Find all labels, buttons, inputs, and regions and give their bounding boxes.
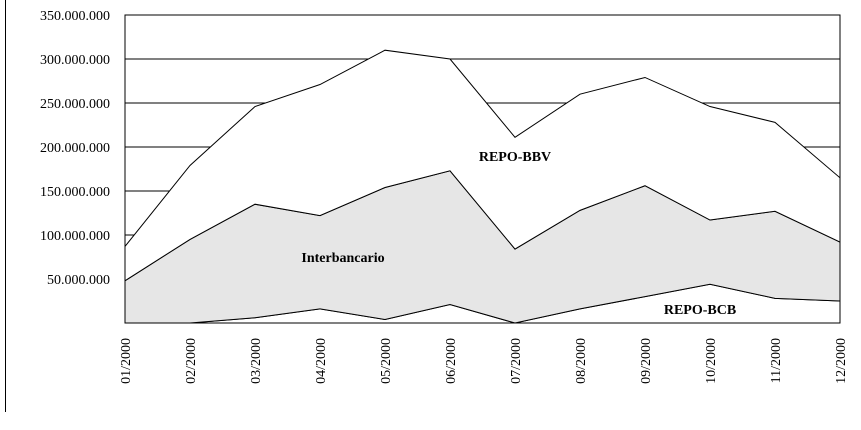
x-tick-label: 04/2000 bbox=[314, 338, 329, 384]
y-tick-label: 250.000.000 bbox=[40, 97, 110, 112]
series-label: REPO-BBV bbox=[479, 150, 551, 165]
y-tick-label: 150.000.000 bbox=[40, 185, 110, 200]
y-tick-label: 200.000.000 bbox=[40, 141, 110, 156]
x-tick-label: 05/2000 bbox=[379, 338, 394, 384]
x-tick-label: 07/2000 bbox=[509, 338, 524, 384]
series-label: Interbancario bbox=[301, 251, 384, 266]
y-tick-label: 100.000.000 bbox=[40, 229, 110, 244]
y-tick-label: 350.000.000 bbox=[40, 9, 110, 24]
x-tick-label: 09/2000 bbox=[639, 338, 654, 384]
x-tick-label: 02/2000 bbox=[184, 338, 199, 384]
series-label: REPO-BCB bbox=[664, 303, 736, 318]
x-tick-label: 08/2000 bbox=[574, 338, 589, 384]
x-tick-label: 06/2000 bbox=[444, 338, 459, 384]
x-tick-label: 10/2000 bbox=[704, 338, 719, 384]
x-tick-label: 01/2000 bbox=[119, 338, 134, 384]
x-tick-label: 11/2000 bbox=[769, 338, 784, 383]
x-tick-label: 03/2000 bbox=[249, 338, 264, 384]
y-tick-label: 50.000.000 bbox=[47, 273, 110, 288]
y-tick-label: 300.000.000 bbox=[40, 53, 110, 68]
plot-border bbox=[124, 14, 841, 324]
x-tick-label: 12/2000 bbox=[834, 338, 849, 384]
